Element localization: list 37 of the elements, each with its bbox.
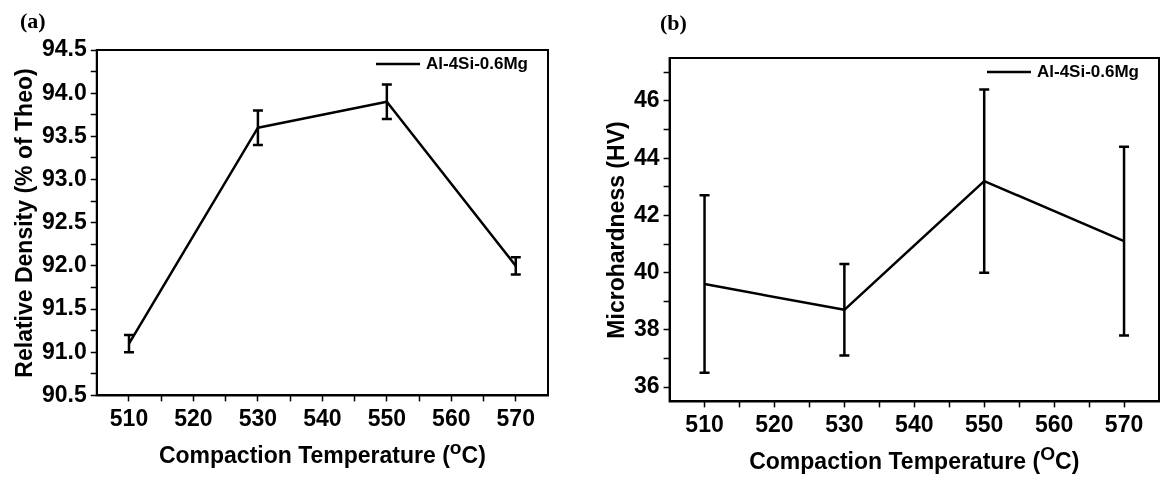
x-tick-label: 550 — [965, 410, 1004, 437]
x-tick-label: 540 — [303, 404, 342, 431]
x-tick-label: 530 — [238, 404, 278, 431]
x-axis-title: Compaction Temperature ($^{O}$C) — [749, 443, 1080, 476]
y-tick-label: 93.5 — [42, 121, 87, 148]
x-tick-label: 520 — [755, 410, 794, 437]
chart-title: (a) — [20, 8, 46, 34]
y-tick-label: 93.0 — [42, 164, 87, 191]
y-tick-label: 91.5 — [42, 294, 87, 321]
x-tick-label: 510 — [685, 410, 724, 437]
x-tick-label: 530 — [825, 410, 864, 437]
x-tick-label: 510 — [109, 404, 149, 431]
legend-label: Al-4Si-0.6Mg — [1036, 61, 1140, 81]
x-tick-label: 570 — [1104, 410, 1144, 437]
y-tick-label: 38 — [633, 315, 660, 342]
y-tick-label: 36 — [633, 372, 660, 399]
x-tick-label: 560 — [432, 404, 471, 431]
y-tick-label: 40 — [633, 257, 660, 284]
y-axis-title: Relative Density (% of Theo) — [10, 68, 38, 378]
x-axis-title: Compaction Temperature ($^{o}$C) — [158, 437, 486, 470]
y-tick-label: 46 — [633, 86, 660, 113]
x-tick-label: 560 — [1034, 410, 1074, 437]
x-tick-label: 570 — [496, 404, 535, 431]
chart-title: (b) — [660, 10, 687, 36]
y-tick-label: 42 — [633, 200, 660, 227]
y-tick-label: 44 — [633, 143, 660, 170]
x-tick-label: 550 — [367, 404, 407, 431]
y-tick-label: 92.0 — [42, 251, 87, 278]
x-tick-label: 520 — [174, 404, 213, 431]
y-tick-label: 92.5 — [42, 208, 87, 235]
x-tick-label: 540 — [895, 410, 934, 437]
y-tick-label: 94.5 — [42, 35, 87, 62]
legend-label: Al-4Si-0.6Mg — [425, 53, 529, 73]
y-tick-label: 94.0 — [42, 78, 87, 105]
y-axis-title: Microhardness (HV) — [602, 121, 630, 339]
y-tick-label: 90.5 — [42, 380, 87, 407]
y-tick-label: 91.0 — [42, 337, 87, 364]
